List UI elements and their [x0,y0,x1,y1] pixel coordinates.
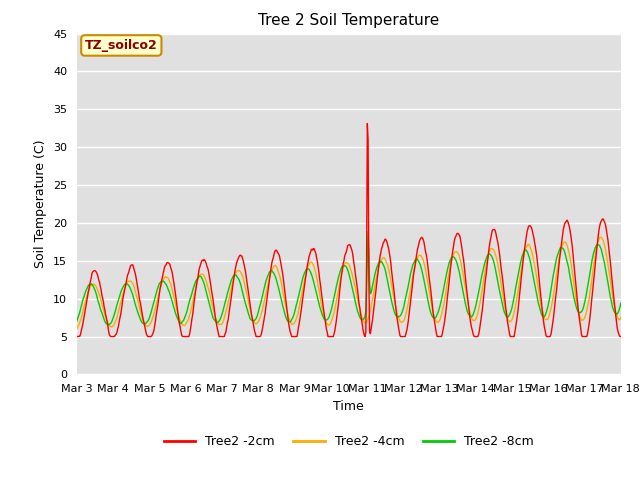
Tree2 -4cm [415,253,422,259]
Tree2 -2cm [73,334,81,339]
Tree2 -2cm [617,334,625,339]
Legend: Tree2 -2cm, Tree2 -4cm, Tree2 -8cm: Tree2 -2cm, Tree2 -4cm, Tree2 -8cm [159,431,539,453]
Tree2 -8cm [83,287,90,292]
Tree2 -8cm [417,262,424,267]
Tree2 -8cm [73,318,81,324]
Tree2 -2cm [416,238,424,243]
Tree2 -2cm [139,313,147,319]
Tree2 -8cm [433,314,440,320]
Title: Tree 2 Soil Temperature: Tree 2 Soil Temperature [258,13,440,28]
Line: Tree2 -2cm: Tree2 -2cm [77,123,621,336]
Tree2 -8cm [140,321,147,326]
Tree2 -2cm [431,325,439,331]
Line: Tree2 -4cm: Tree2 -4cm [77,237,621,329]
Tree2 -4cm [83,294,90,300]
X-axis label: Time: Time [333,400,364,413]
Tree2 -8cm [195,274,202,280]
Tree2 -4cm [431,315,438,321]
Tree2 -4cm [617,314,625,320]
Tree2 -8cm [364,228,372,234]
Text: TZ_soilco2: TZ_soilco2 [85,39,157,52]
Y-axis label: Soil Temperature (C): Soil Temperature (C) [35,140,47,268]
Tree2 -8cm [223,291,231,297]
Tree2 -4cm [223,306,230,312]
Tree2 -2cm [83,299,90,305]
Tree2 -4cm [73,326,81,332]
Line: Tree2 -8cm: Tree2 -8cm [77,231,621,325]
Tree2 -4cm [194,276,202,282]
Tree2 -4cm [596,234,604,240]
Tree2 -2cm [223,324,230,330]
Tree2 -2cm [194,275,202,281]
Tree2 -4cm [139,316,147,322]
Tree2 -2cm [364,120,371,126]
Tree2 -8cm [617,300,625,306]
Tree2 -8cm [105,322,113,328]
